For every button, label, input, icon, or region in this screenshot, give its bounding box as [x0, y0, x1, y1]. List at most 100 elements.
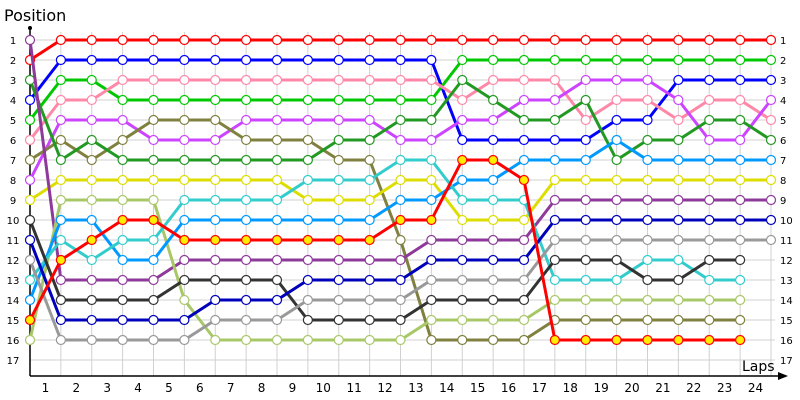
data-point [765, 54, 777, 66]
data-point [179, 274, 190, 286]
data-point [488, 194, 499, 206]
data-point [611, 214, 622, 226]
data-point [457, 194, 468, 206]
data-point [673, 114, 684, 126]
x-tick-label: 5 [165, 381, 173, 395]
y-tick-label-left: 16 [7, 336, 20, 347]
data-point [86, 154, 97, 166]
data-point [457, 174, 468, 186]
data-point [611, 94, 622, 106]
data-point [642, 234, 653, 246]
data-point [704, 54, 715, 66]
data-point [117, 334, 128, 346]
data-point [364, 154, 375, 166]
data-point [704, 134, 715, 146]
y-tick-label-right: 12 [780, 256, 793, 267]
data-point [580, 274, 591, 286]
data-point [642, 334, 653, 346]
data-point [271, 174, 283, 186]
data-point [765, 174, 777, 186]
x-tick-label: 6 [196, 381, 204, 395]
data-point [271, 34, 283, 46]
data-point [148, 74, 159, 86]
data-point [673, 294, 684, 306]
data-point [704, 334, 715, 346]
data-point [55, 34, 66, 46]
data-point [86, 294, 97, 306]
data-point [549, 174, 560, 186]
y-tick-label-left: 15 [7, 316, 20, 327]
data-point [704, 274, 715, 286]
data-point [642, 94, 653, 106]
data-point [241, 114, 252, 126]
data-point [302, 114, 313, 126]
y-tick-label-right: 6 [780, 136, 786, 147]
data-point [302, 94, 313, 106]
data-point [673, 174, 684, 186]
data-point [364, 334, 375, 346]
data-point [735, 294, 746, 306]
data-point [426, 214, 437, 226]
data-point [518, 34, 530, 46]
data-point [704, 314, 715, 326]
data-point [580, 214, 591, 226]
data-point [580, 234, 591, 246]
x-tick-label: 12 [377, 381, 392, 395]
data-point [271, 114, 283, 126]
data-point [735, 54, 746, 66]
data-point [488, 34, 499, 46]
y-tick-label-left: 11 [7, 236, 20, 247]
data-point [549, 234, 560, 246]
y-tick-label-right: 5 [780, 116, 786, 127]
data-point [518, 274, 530, 286]
y-tick-label-left: 12 [7, 256, 20, 267]
data-point [333, 294, 344, 306]
data-point [580, 254, 591, 266]
y-tick-label-right: 3 [780, 76, 786, 87]
data-point [518, 114, 530, 126]
data-point [364, 274, 375, 286]
data-point [735, 254, 746, 266]
data-point [580, 154, 591, 166]
y-tick-label-left: 13 [7, 276, 20, 287]
data-point [241, 74, 252, 86]
data-point [765, 94, 777, 106]
data-point [457, 314, 468, 326]
data-point [241, 294, 252, 306]
data-point [24, 234, 36, 246]
data-point [611, 334, 622, 346]
data-point [117, 314, 128, 326]
data-point [457, 294, 468, 306]
x-tick-label: 13 [408, 381, 423, 395]
data-point [179, 74, 190, 86]
data-point [673, 134, 684, 146]
data-point [55, 94, 66, 106]
data-point [426, 94, 437, 106]
data-point [580, 74, 591, 86]
data-point [364, 194, 375, 206]
data-point [735, 274, 746, 286]
data-point [55, 154, 66, 166]
data-point [333, 134, 344, 146]
data-point [148, 294, 159, 306]
data-point [302, 74, 313, 86]
data-point [210, 254, 221, 266]
data-point [302, 274, 313, 286]
data-point [518, 54, 530, 66]
data-point [518, 174, 530, 186]
data-point [457, 154, 468, 166]
data-point [210, 34, 221, 46]
data-point [271, 214, 283, 226]
data-point [580, 194, 591, 206]
data-point [426, 274, 437, 286]
data-point [673, 74, 684, 86]
data-point [611, 314, 622, 326]
data-point [179, 314, 190, 326]
data-point [642, 194, 653, 206]
data-point [704, 154, 715, 166]
series-3 [24, 54, 777, 126]
data-point [395, 134, 406, 146]
data-point [457, 34, 468, 46]
data-point [580, 314, 591, 326]
data-point [704, 254, 715, 266]
